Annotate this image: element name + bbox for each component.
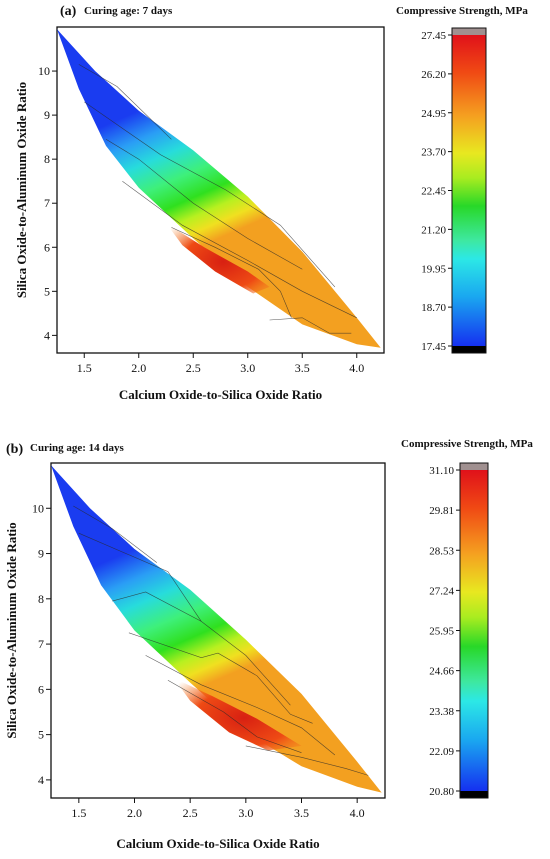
x-tick-label: 3.0 (240, 361, 255, 375)
x-tick-label: 4.0 (349, 361, 364, 375)
colorbar-cap-bottom (460, 791, 488, 798)
contour-chart-b: 1.5 2.0 2.5 3.0 3.5 4.0 4 5 6 7 8 9 10 (b) Curing age:… (4, 438, 533, 851)
x-tick-label: 1.5 (71, 806, 86, 820)
colorbar-tick-label: 21.20 (421, 224, 446, 236)
colorbar-tick-label: 23.70 (421, 147, 446, 159)
chart-title: Curing age: 7 days (84, 5, 173, 17)
x-tick-label: 2.5 (183, 806, 198, 820)
colorbar-gradient (460, 470, 488, 791)
chart-panel-a: 1.5 2.0 2.5 3.0 3.5 4.0 4 5 6 7 8 9 10 (a) Curing age:… (0, 0, 550, 427)
colorbar-cap-top (460, 463, 488, 470)
contour-chart-a: 1.5 2.0 2.5 3.0 3.5 4.0 4 5 6 7 8 9 10 (a) Curing age:… (14, 4, 528, 402)
contour-hot-region (166, 223, 270, 294)
colorbar-cap-bottom (452, 346, 486, 353)
colorbar-tick-label: 17.45 (421, 341, 446, 353)
y-tick-label: 7 (38, 637, 44, 651)
contour-line (167, 680, 302, 753)
colorbar-gradient (452, 35, 486, 346)
panel-tag: (a) (60, 4, 77, 19)
colorbar-tick-label: 19.95 (421, 263, 446, 275)
x-tick-label: 2.5 (186, 361, 201, 375)
panel-tag: (b) (6, 442, 23, 457)
contour-line (269, 317, 352, 334)
contour-line (128, 632, 313, 724)
colorbar-cap-top (452, 28, 486, 35)
x-axis-title: Calcium Oxide-to-Silica Oxide Ratio (116, 836, 319, 851)
colorbar-tick-label: 31.10 (429, 465, 454, 477)
colorbar-tick-label: 29.81 (429, 505, 454, 517)
contour-line (78, 532, 202, 622)
y-axis-title: Silica Oxide-to-Aluminum Oxide Ratio (14, 82, 29, 298)
colorbar-tick-label: 24.95 (421, 108, 446, 120)
contour-line (84, 101, 336, 288)
contour-line (73, 505, 157, 563)
y-tick-label: 5 (44, 284, 50, 298)
y-tick-label: 7 (44, 196, 50, 210)
contour-line (171, 227, 292, 318)
colorbar-tick-label: 20.80 (429, 786, 454, 798)
contour-line (78, 64, 172, 140)
colorbar-tick-label: 22.09 (429, 746, 454, 758)
contour-line (105, 139, 303, 270)
y-tick-label: 4 (38, 773, 44, 787)
colorbar-title: Compressive Strength, MPa (401, 438, 533, 450)
y-tick-label: 10 (38, 64, 50, 78)
y-axis-title: Silica Oxide-to-Aluminum Oxide Ratio (4, 522, 19, 738)
contour-line (112, 591, 291, 706)
colorbar-tick-label: 22.45 (421, 186, 446, 198)
y-tick-label: 10 (32, 501, 44, 515)
y-tick-label: 9 (38, 547, 44, 561)
y-tick-label: 9 (44, 108, 50, 122)
chart-panel-b: 1.5 2.0 2.5 3.0 3.5 4.0 4 5 6 7 8 9 10 (b) Curing age:… (0, 427, 550, 854)
contour-fill-band (51, 465, 382, 793)
colorbar-tick-label: 27.45 (421, 30, 446, 42)
colorbar-title: Compressive Strength, MPa (396, 5, 528, 17)
y-tick-label: 8 (38, 592, 44, 606)
y-tick-label: 5 (38, 728, 44, 742)
chart-title: Curing age: 14 days (30, 442, 125, 454)
colorbar-tick-label: 23.38 (429, 706, 454, 718)
x-tick-label: 1.5 (77, 361, 92, 375)
contour-line (245, 745, 369, 776)
y-tick-label: 6 (38, 682, 44, 696)
contour-hot-region (173, 678, 302, 751)
x-axis-title: Calcium Oxide-to-Silica Oxide Ratio (119, 387, 322, 402)
y-tick-label: 8 (44, 152, 50, 166)
y-tick-label: 6 (44, 240, 50, 254)
x-tick-label: 4.0 (350, 806, 365, 820)
x-tick-label: 3.0 (238, 806, 253, 820)
colorbar-tick-label: 18.70 (421, 302, 446, 314)
contour-line (122, 180, 357, 319)
colorbar-tick-label: 27.24 (429, 585, 454, 597)
y-tick-label: 4 (44, 328, 50, 342)
colorbar-tick-label: 26.20 (421, 69, 446, 81)
contour-line (145, 655, 336, 756)
x-tick-label: 2.0 (127, 806, 142, 820)
colorbar-tick-label: 25.95 (429, 626, 454, 638)
colorbar-tick-label: 24.66 (429, 666, 454, 678)
x-tick-label: 3.5 (294, 806, 309, 820)
x-tick-label: 2.0 (131, 361, 146, 375)
colorbar-tick-label: 28.53 (429, 545, 454, 557)
x-tick-label: 3.5 (295, 361, 310, 375)
